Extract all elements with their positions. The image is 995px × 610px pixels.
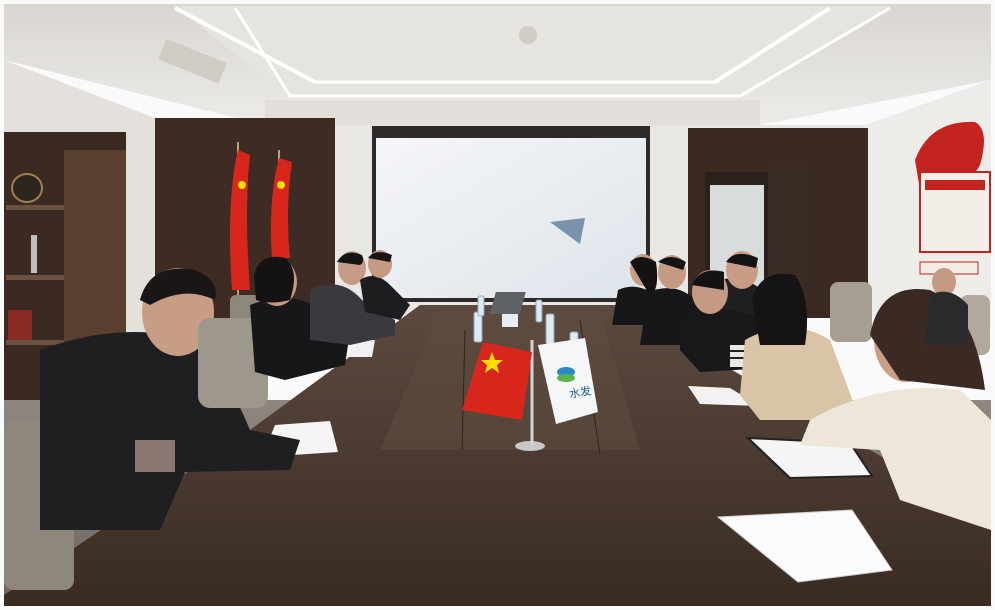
ceiling-light-strip-outer <box>233 6 891 98</box>
desk-flag-china <box>462 342 532 420</box>
person-right-front-woman <box>800 288 991 530</box>
document-front-right <box>716 509 893 583</box>
award-plaque <box>11 173 43 203</box>
ceiling-light-strip-right <box>713 6 832 84</box>
desk-flag-star <box>481 352 503 373</box>
person-left-fourth <box>360 250 410 320</box>
table-seam-left <box>461 329 466 451</box>
air-vent <box>158 38 227 84</box>
shelf-2 <box>6 275 64 280</box>
national-flags-back <box>230 142 292 300</box>
shelf-1 <box>6 205 64 210</box>
ceiling-beam <box>265 100 760 126</box>
person-right-back-corner <box>932 268 956 296</box>
notebook-right-mid <box>688 386 760 406</box>
company-flag-label: 水发 <box>568 383 592 401</box>
books <box>8 310 32 340</box>
person-left-third <box>310 251 395 345</box>
screen-logo-mark <box>550 218 585 244</box>
shelf-3 <box>6 340 64 345</box>
ceiling-light-strip-left <box>174 6 316 84</box>
ceiling-speaker <box>519 26 537 44</box>
trophy <box>31 235 37 273</box>
chair-left-front <box>198 318 268 408</box>
person-right-back-corner-body <box>925 291 968 345</box>
person-left-front <box>4 268 300 590</box>
desk-flag-stand: 水发 <box>462 338 598 451</box>
party-emblem-decoration <box>915 121 991 275</box>
projection-screen <box>376 138 646 298</box>
chair-back-right <box>830 282 872 342</box>
paper-back-left <box>348 340 375 357</box>
laptop <box>489 292 526 314</box>
person-right-woman-beige <box>740 273 860 420</box>
ceiling-recess <box>175 6 890 98</box>
